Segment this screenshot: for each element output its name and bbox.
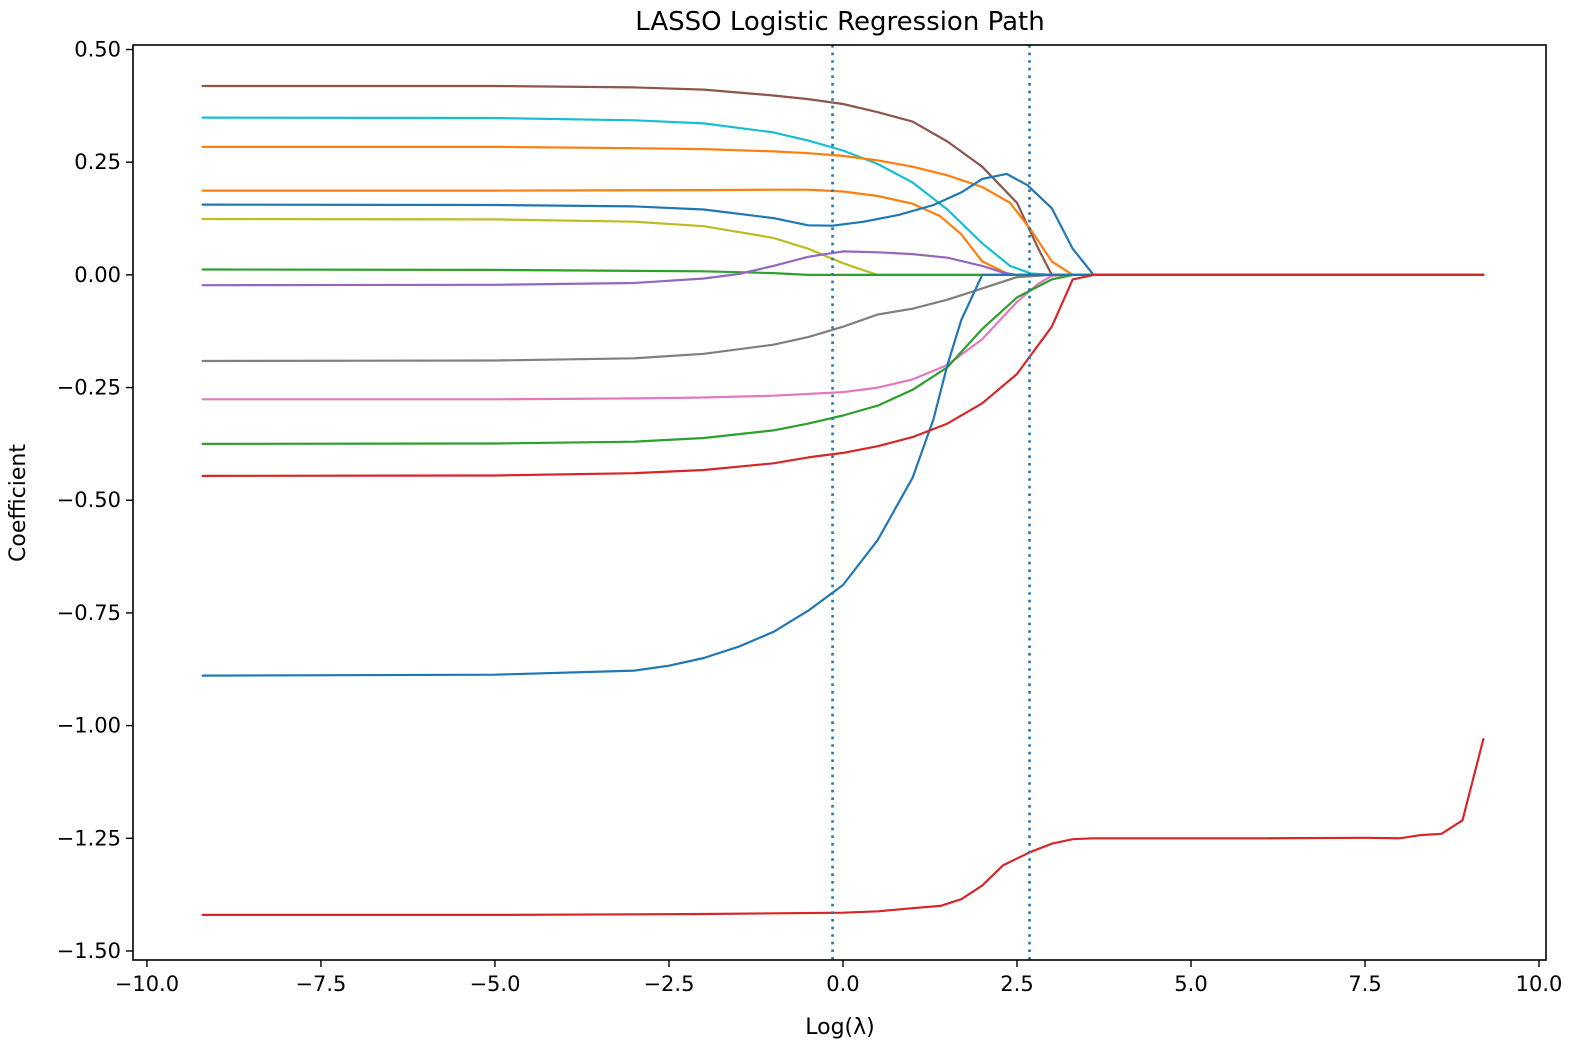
- series-line-9: [201, 273, 1485, 363]
- y-tick-label: −0.75: [57, 601, 121, 625]
- x-tick-label: 2.5: [1000, 972, 1033, 996]
- series-line-14: [201, 738, 1485, 916]
- y-axis-ticks: 0.50 0.25 0.00 −0.25 −0.50 −0.75 −1.00 −1.25 −1.…: [57, 38, 133, 963]
- y-tick-label: −0.50: [57, 488, 121, 512]
- plot-frame: [132, 44, 1547, 961]
- x-tick-label: 0.0: [826, 972, 859, 996]
- y-tick-label: 0.50: [74, 38, 121, 62]
- y-tick-label: −1.25: [57, 826, 121, 850]
- y-tick-label: 0.00: [74, 263, 121, 287]
- chart-title: LASSO Logistic Regression Path: [635, 7, 1044, 37]
- series-line-6: [201, 217, 1485, 276]
- x-tick-label: 7.5: [1348, 972, 1381, 996]
- y-tick-label: −0.25: [57, 376, 121, 400]
- series-line-11: [201, 273, 1485, 445]
- x-tick-label: −5.0: [469, 972, 520, 996]
- plot-lines: [201, 45, 1485, 960]
- x-axis-ticks: −10.0 −7.5 −5.0 −2.5 0.0 2.5 5.0 7.5 10.0: [115, 960, 1563, 996]
- y-axis-label: Coefficient: [6, 444, 31, 562]
- series-line-4: [201, 188, 1485, 276]
- x-tick-label: −7.5: [295, 972, 346, 996]
- series-line-10: [201, 273, 1485, 401]
- y-tick-label: −1.00: [57, 714, 121, 738]
- series-line-3: [201, 145, 1485, 276]
- x-tick-label: 10.0: [1516, 972, 1563, 996]
- x-tick-label: −2.5: [643, 972, 694, 996]
- series-line-8: [201, 250, 1485, 287]
- series-line-7: [201, 268, 1485, 276]
- series-line-1: [201, 84, 1485, 276]
- series-line-5: [201, 172, 1485, 276]
- y-tick-label: 0.25: [74, 150, 121, 174]
- series-line-2: [201, 116, 1485, 276]
- series-line-12: [201, 273, 1485, 677]
- x-axis-label: Log(λ): [805, 1015, 874, 1040]
- x-tick-label: −10.0: [115, 972, 179, 996]
- series-line-13: [201, 273, 1485, 477]
- x-tick-label: 5.0: [1174, 972, 1207, 996]
- y-tick-label: −1.50: [57, 939, 121, 963]
